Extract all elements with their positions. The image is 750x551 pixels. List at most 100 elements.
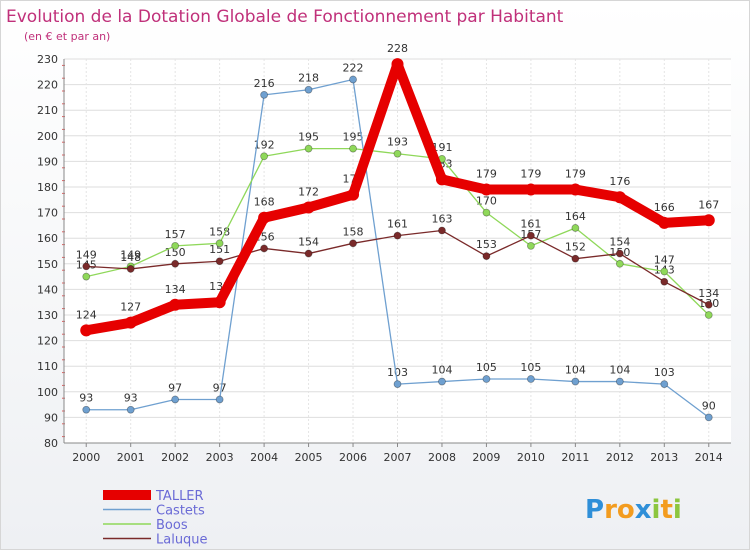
- data-label: 228: [387, 42, 408, 55]
- data-point: [704, 311, 713, 319]
- data-label: 179: [476, 168, 497, 181]
- chart-title: Evolution de la Dotation Globale de Fonc…: [6, 7, 564, 27]
- data-label: 153: [476, 238, 497, 251]
- data-label: 164: [565, 210, 586, 223]
- data-label: 97: [213, 381, 227, 394]
- y-tick-label: 230: [37, 53, 58, 66]
- data-point: [393, 149, 402, 158]
- data-label: 127: [120, 301, 141, 314]
- x-tick-label: 2007: [384, 451, 412, 464]
- data-label: 170: [476, 195, 497, 208]
- data-label: 149: [120, 248, 141, 261]
- data-label: 158: [209, 225, 230, 238]
- logo-letter: t: [660, 495, 672, 525]
- data-label: 104: [565, 364, 586, 377]
- data-point: [660, 277, 669, 286]
- proxiti-logo-text: Proxiti: [585, 495, 682, 525]
- data-label: 93: [124, 392, 138, 405]
- data-label: 163: [431, 213, 452, 226]
- data-point: [126, 265, 135, 273]
- data-label: 166: [654, 201, 675, 214]
- logo-letter: x: [635, 495, 652, 525]
- data-point: [169, 298, 182, 311]
- data-label: 124: [76, 308, 97, 321]
- data-point: [438, 226, 446, 235]
- x-tick-label: 2012: [606, 451, 634, 464]
- x-tick-label: 2008: [428, 451, 456, 464]
- data-label: 150: [165, 246, 186, 259]
- proxiti-logo: Proxiti: [585, 495, 682, 525]
- data-point: [704, 300, 713, 309]
- data-label: 104: [431, 364, 452, 377]
- data-point: [569, 183, 582, 196]
- x-tick-label: 2004: [250, 451, 278, 464]
- data-label: 192: [254, 138, 275, 151]
- data-point: [304, 249, 313, 258]
- y-tick-label: 190: [37, 155, 58, 168]
- data-point: [435, 173, 448, 186]
- data-point: [480, 183, 493, 196]
- data-point: [82, 262, 91, 271]
- data-point: [260, 244, 269, 253]
- data-point: [304, 144, 313, 153]
- data-label: 103: [654, 366, 675, 379]
- data-point: [527, 241, 535, 250]
- data-point: [304, 85, 313, 94]
- y-tick-label: 110: [37, 360, 58, 373]
- data-point: [527, 375, 535, 383]
- data-label: 161: [387, 218, 408, 231]
- data-point: [215, 239, 224, 248]
- data-point: [124, 316, 137, 329]
- data-point: [171, 241, 180, 250]
- data-label: 193: [387, 136, 408, 149]
- data-point: [171, 395, 180, 404]
- legend-label-boos: Boos: [156, 518, 188, 533]
- x-tick-label: 2010: [517, 451, 545, 464]
- logo-letter: o: [617, 495, 635, 525]
- data-label: 172: [298, 185, 319, 198]
- data-point: [393, 231, 402, 240]
- data-point: [704, 413, 713, 422]
- data-label: 93: [79, 392, 93, 405]
- chart-subtitle: (en € et par an): [24, 30, 110, 43]
- x-tick-label: 2009: [472, 451, 500, 464]
- data-point: [660, 267, 669, 276]
- series-castets: [82, 75, 713, 422]
- data-label: 179: [520, 168, 541, 181]
- axes: 8090100110120130140150160170180190200210…: [37, 53, 731, 464]
- data-point: [260, 90, 269, 99]
- y-tick-label: 160: [37, 232, 58, 245]
- data-point: [660, 380, 669, 389]
- data-label: 222: [343, 61, 364, 74]
- y-tick-label: 130: [37, 309, 58, 322]
- data-label: 134: [698, 287, 719, 300]
- data-point: [482, 208, 491, 217]
- x-tick-label: 2014: [695, 451, 723, 464]
- x-tick-label: 2002: [161, 451, 189, 464]
- data-point: [571, 224, 580, 232]
- series-taller: [80, 58, 715, 337]
- y-tick-label: 170: [37, 207, 58, 220]
- data-point: [615, 259, 624, 268]
- data-point: [126, 405, 135, 414]
- y-tick-label: 150: [37, 258, 58, 271]
- data-point: [658, 216, 671, 229]
- logo-letter: P: [585, 495, 604, 525]
- data-point: [482, 252, 491, 261]
- data-label: 218: [298, 72, 319, 85]
- data-point: [393, 380, 402, 389]
- data-label: 179: [565, 168, 586, 181]
- data-label: 151: [209, 243, 230, 256]
- data-point: [524, 183, 537, 196]
- data-point: [349, 75, 357, 84]
- data-label: 176: [609, 175, 630, 188]
- data-label: 216: [254, 77, 275, 90]
- data-point: [82, 405, 91, 414]
- data-point: [302, 201, 315, 214]
- y-tick-label: 120: [37, 335, 58, 348]
- data-point: [391, 58, 404, 71]
- data-point: [82, 272, 91, 281]
- logo-letter: i: [652, 495, 661, 525]
